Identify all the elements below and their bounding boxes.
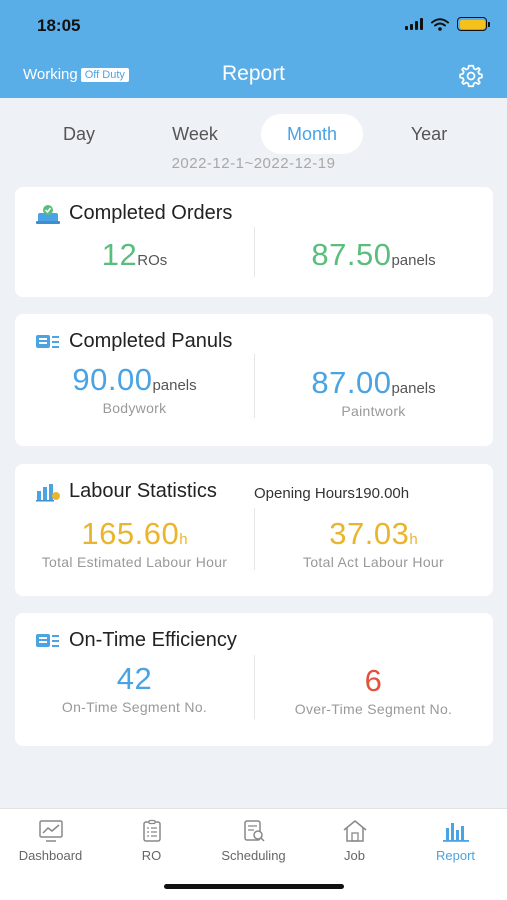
paintwork-unit: panels bbox=[391, 380, 436, 397]
bodywork-unit: panels bbox=[152, 377, 197, 394]
completed-panels-unit: panels bbox=[391, 252, 436, 269]
actual-labour-value: 37.03 bbox=[329, 516, 410, 551]
overtime-segment-label: Over-Time Segment No. bbox=[294, 701, 453, 717]
off-duty-badge[interactable]: Off Duty bbox=[80, 67, 129, 82]
paintwork-value: 87.00 bbox=[311, 365, 392, 400]
nav-ro[interactable]: RO bbox=[101, 819, 202, 863]
actual-labour-unit: h bbox=[409, 531, 418, 548]
ro-count: 12 bbox=[101, 237, 138, 272]
actual-labour-label: Total Act Labour Hour bbox=[303, 554, 444, 570]
duty-status-toggle[interactable]: Working Off Duty bbox=[23, 66, 129, 83]
wifi-icon bbox=[431, 17, 449, 31]
bar-chart-icon bbox=[36, 483, 60, 501]
completed-panels-card[interactable]: Completed Panuls 90.00panels Bodywork 87… bbox=[15, 314, 493, 446]
nav-dashboard-label: Dashboard bbox=[18, 848, 83, 863]
nav-scheduling-label: Scheduling bbox=[221, 848, 286, 863]
nav-report-label: Report bbox=[435, 848, 476, 863]
completed-panels-count: 87.50 bbox=[311, 237, 392, 272]
efficiency-icon bbox=[36, 633, 59, 647]
tab-day[interactable]: Day bbox=[62, 124, 95, 144]
paintwork-label: Paintwork bbox=[341, 403, 406, 419]
completed-orders-title: Completed Orders bbox=[69, 202, 233, 224]
ontime-segment-label: On-Time Segment No. bbox=[61, 699, 208, 715]
dashboard-icon bbox=[38, 820, 63, 842]
nav-job[interactable]: Job bbox=[304, 819, 405, 863]
cellular-signal-icon bbox=[405, 18, 423, 30]
panels-icon bbox=[36, 334, 59, 348]
ontime-efficiency-title: On-Time Efficiency bbox=[69, 629, 237, 651]
labour-statistics-card[interactable]: Labour Statistics Opening Hours190.00h 1… bbox=[15, 464, 493, 596]
report-icon bbox=[442, 823, 469, 842]
labour-statistics-title: Labour Statistics bbox=[69, 480, 217, 502]
page-title: Report bbox=[221, 62, 286, 85]
nav-report[interactable]: Report bbox=[405, 819, 506, 863]
working-label: Working bbox=[23, 66, 78, 83]
period-tabs: Day Week Month Year bbox=[0, 114, 507, 154]
bodywork-label: Bodywork bbox=[102, 400, 167, 416]
bodywork-value: 90.00 bbox=[72, 362, 153, 397]
battery-icon bbox=[457, 17, 490, 31]
completed-orders-icon bbox=[36, 204, 60, 224]
status-icons bbox=[405, 17, 490, 31]
scheduling-icon bbox=[243, 820, 265, 842]
opening-hours: Opening Hours190.00h bbox=[254, 485, 410, 502]
nav-scheduling[interactable]: Scheduling bbox=[203, 819, 304, 863]
nav-ro-label: RO bbox=[141, 848, 162, 863]
nav-dashboard[interactable]: Dashboard bbox=[0, 819, 101, 863]
overtime-segment-value: 6 bbox=[364, 663, 383, 698]
ro-icon bbox=[142, 819, 161, 842]
job-icon bbox=[343, 820, 366, 842]
ontime-segment-value: 42 bbox=[116, 661, 153, 696]
tab-month[interactable]: Month bbox=[261, 114, 363, 154]
estimated-labour-unit: h bbox=[179, 531, 188, 548]
completed-orders-card[interactable]: Completed Orders 12ROs 87.50panels bbox=[15, 187, 493, 297]
tab-week[interactable]: Week bbox=[172, 124, 218, 144]
date-range[interactable]: 2022-12-1~2022-12-19 bbox=[171, 155, 336, 172]
ontime-efficiency-card[interactable]: On-Time Efficiency 42 On-Time Segment No… bbox=[15, 613, 493, 746]
status-time: 18:05 bbox=[37, 16, 81, 35]
home-indicator[interactable] bbox=[164, 884, 344, 889]
tab-year[interactable]: Year bbox=[410, 124, 448, 144]
completed-panels-title: Completed Panuls bbox=[69, 330, 233, 352]
ro-unit: ROs bbox=[137, 252, 168, 269]
app-header: 18:05 Working Off Duty Report bbox=[0, 0, 507, 98]
estimated-labour-label: Total Estimated Labour Hour bbox=[41, 554, 228, 570]
nav-job-label: Job bbox=[344, 848, 365, 863]
estimated-labour-value: 165.60 bbox=[81, 516, 180, 551]
settings-gear-icon[interactable] bbox=[458, 63, 484, 89]
